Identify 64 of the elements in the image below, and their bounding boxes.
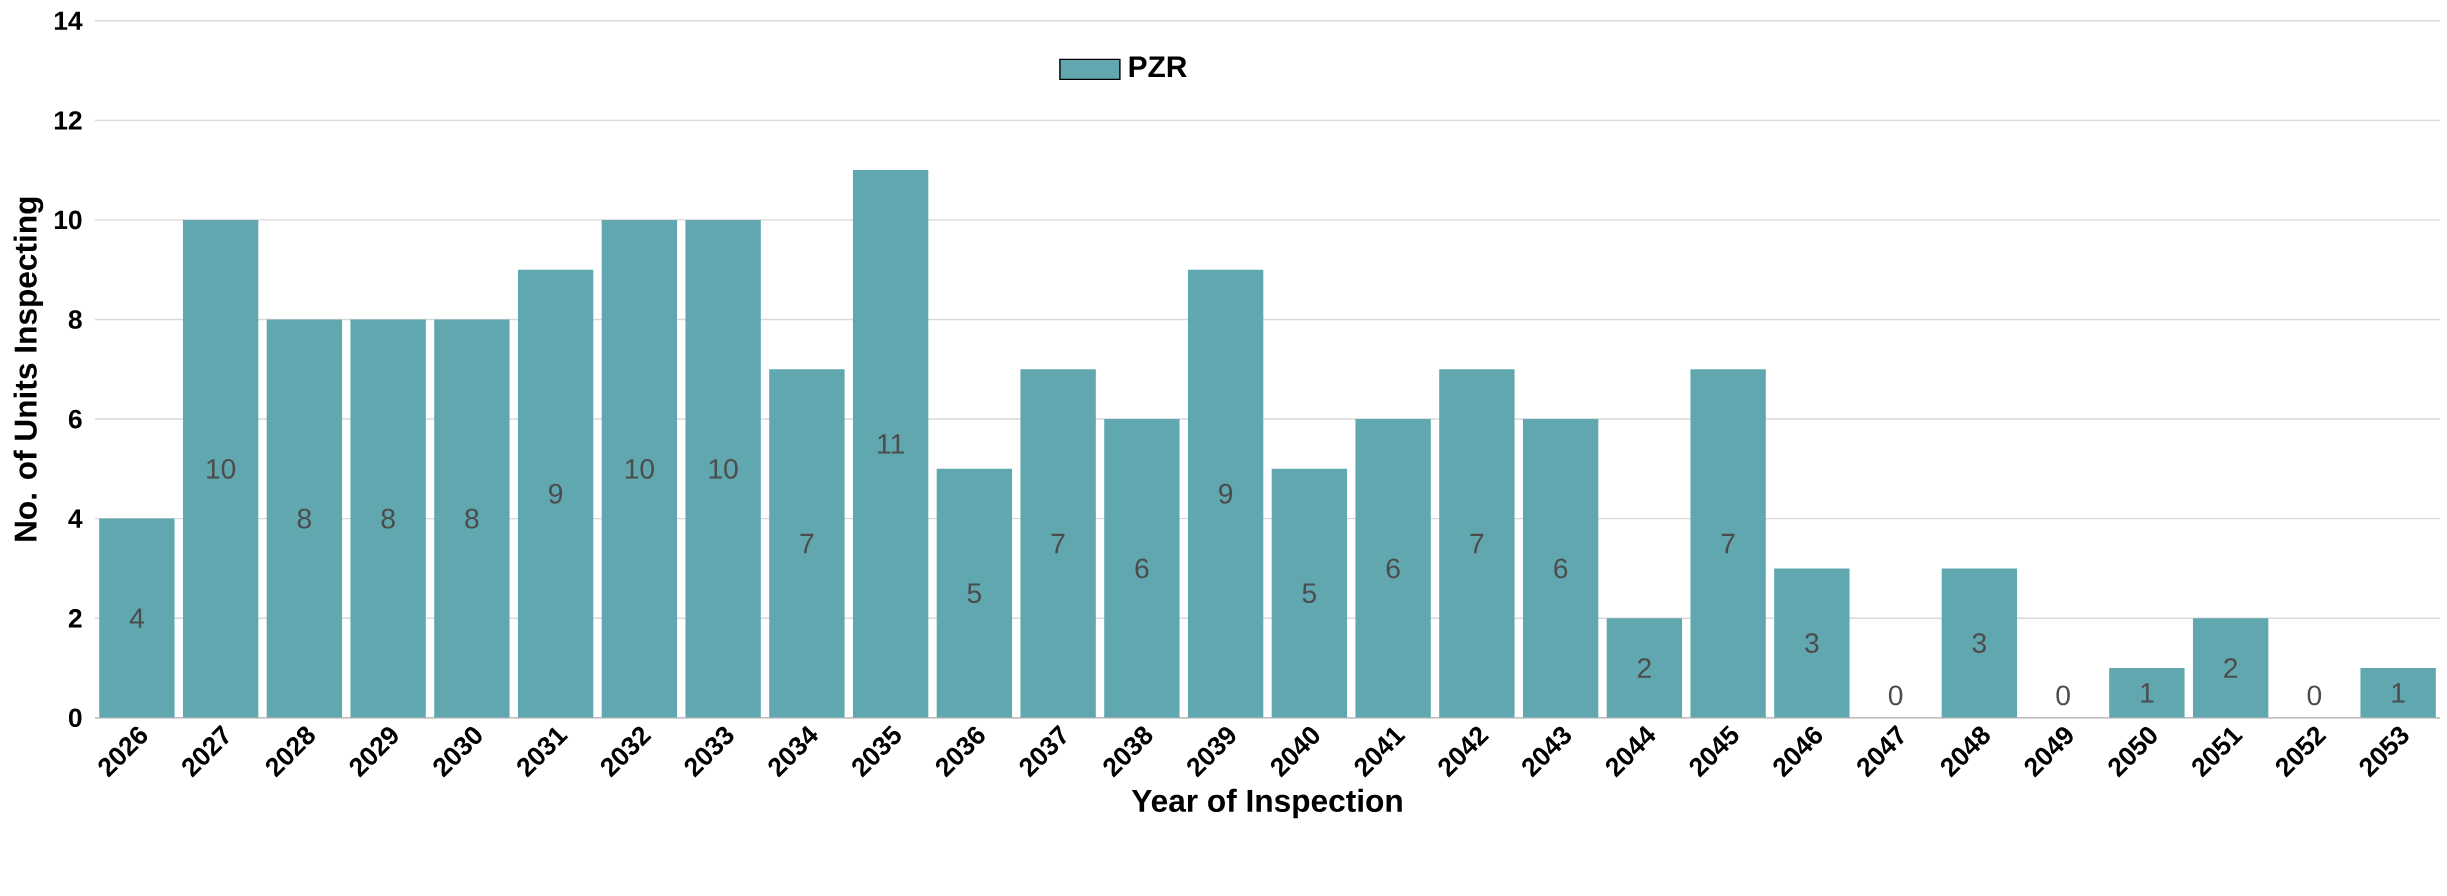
bar [1355, 419, 1431, 718]
data-label: 5 [967, 583, 981, 604]
bar [1941, 568, 2018, 718]
y-tick-label: 14 [54, 11, 83, 30]
bar [517, 269, 594, 718]
data-label: 0 [1888, 685, 1903, 706]
y-tick-label: 2 [68, 609, 82, 628]
bar [936, 468, 1013, 718]
y-tick-label: 4 [68, 509, 83, 528]
data-label: 7 [800, 533, 814, 554]
bar [1774, 568, 1850, 718]
bar [182, 220, 259, 718]
bar [434, 319, 510, 718]
data-label: 4 [129, 608, 144, 628]
data-label: 7 [1470, 533, 1484, 554]
y-tick-label: 0 [68, 708, 82, 728]
bar [1690, 369, 1766, 718]
data-label: 0 [2056, 685, 2070, 706]
data-label: 6 [1554, 558, 1568, 579]
data-label: 5 [1302, 583, 1316, 604]
data-label: 6 [1135, 558, 1149, 579]
data-label: 3 [1805, 633, 1819, 654]
legend-label: PZR [1129, 56, 1187, 78]
data-label: 7 [1721, 533, 1735, 554]
x-axis-title: Year of Inspection [1131, 788, 1402, 819]
data-label: 2 [1637, 658, 1651, 678]
bar [350, 319, 426, 718]
data-label: 11 [878, 434, 904, 454]
data-label: 9 [1219, 483, 1233, 504]
bar [266, 319, 343, 718]
data-label: 1 [2392, 683, 2405, 703]
y-tick-label: 12 [54, 111, 82, 130]
bar [2109, 668, 2185, 718]
bar [852, 170, 929, 718]
y-tick-label: 10 [54, 210, 82, 230]
bar [601, 220, 678, 718]
bar [685, 220, 761, 718]
y-axis-title: No. of Units Inspecting [13, 197, 44, 541]
data-label: 0 [2307, 685, 2322, 706]
bar [99, 518, 175, 718]
bar [2360, 668, 2436, 718]
bar [1439, 369, 1515, 718]
bar [1187, 269, 1264, 718]
bar [2192, 618, 2269, 718]
data-label: 9 [549, 483, 563, 504]
data-label: 8 [297, 508, 311, 529]
bar [1606, 618, 1683, 718]
data-label: 10 [207, 459, 236, 479]
data-label: 2 [2224, 658, 2238, 678]
bar [1271, 468, 1348, 718]
y-tick-label: 8 [68, 310, 82, 329]
data-label: 10 [709, 459, 738, 479]
y-tick-label: 6 [68, 409, 82, 429]
data-label: 3 [1972, 633, 1986, 654]
bar [1104, 419, 1180, 718]
bar [769, 369, 845, 718]
bar [1020, 369, 1096, 718]
data-label: 10 [625, 459, 654, 479]
data-label: 8 [465, 508, 479, 529]
bar [1522, 419, 1599, 718]
data-label: 8 [381, 508, 395, 529]
data-label: 1 [2141, 683, 2154, 703]
data-label: 6 [1386, 558, 1400, 579]
data-label: 7 [1051, 533, 1065, 554]
